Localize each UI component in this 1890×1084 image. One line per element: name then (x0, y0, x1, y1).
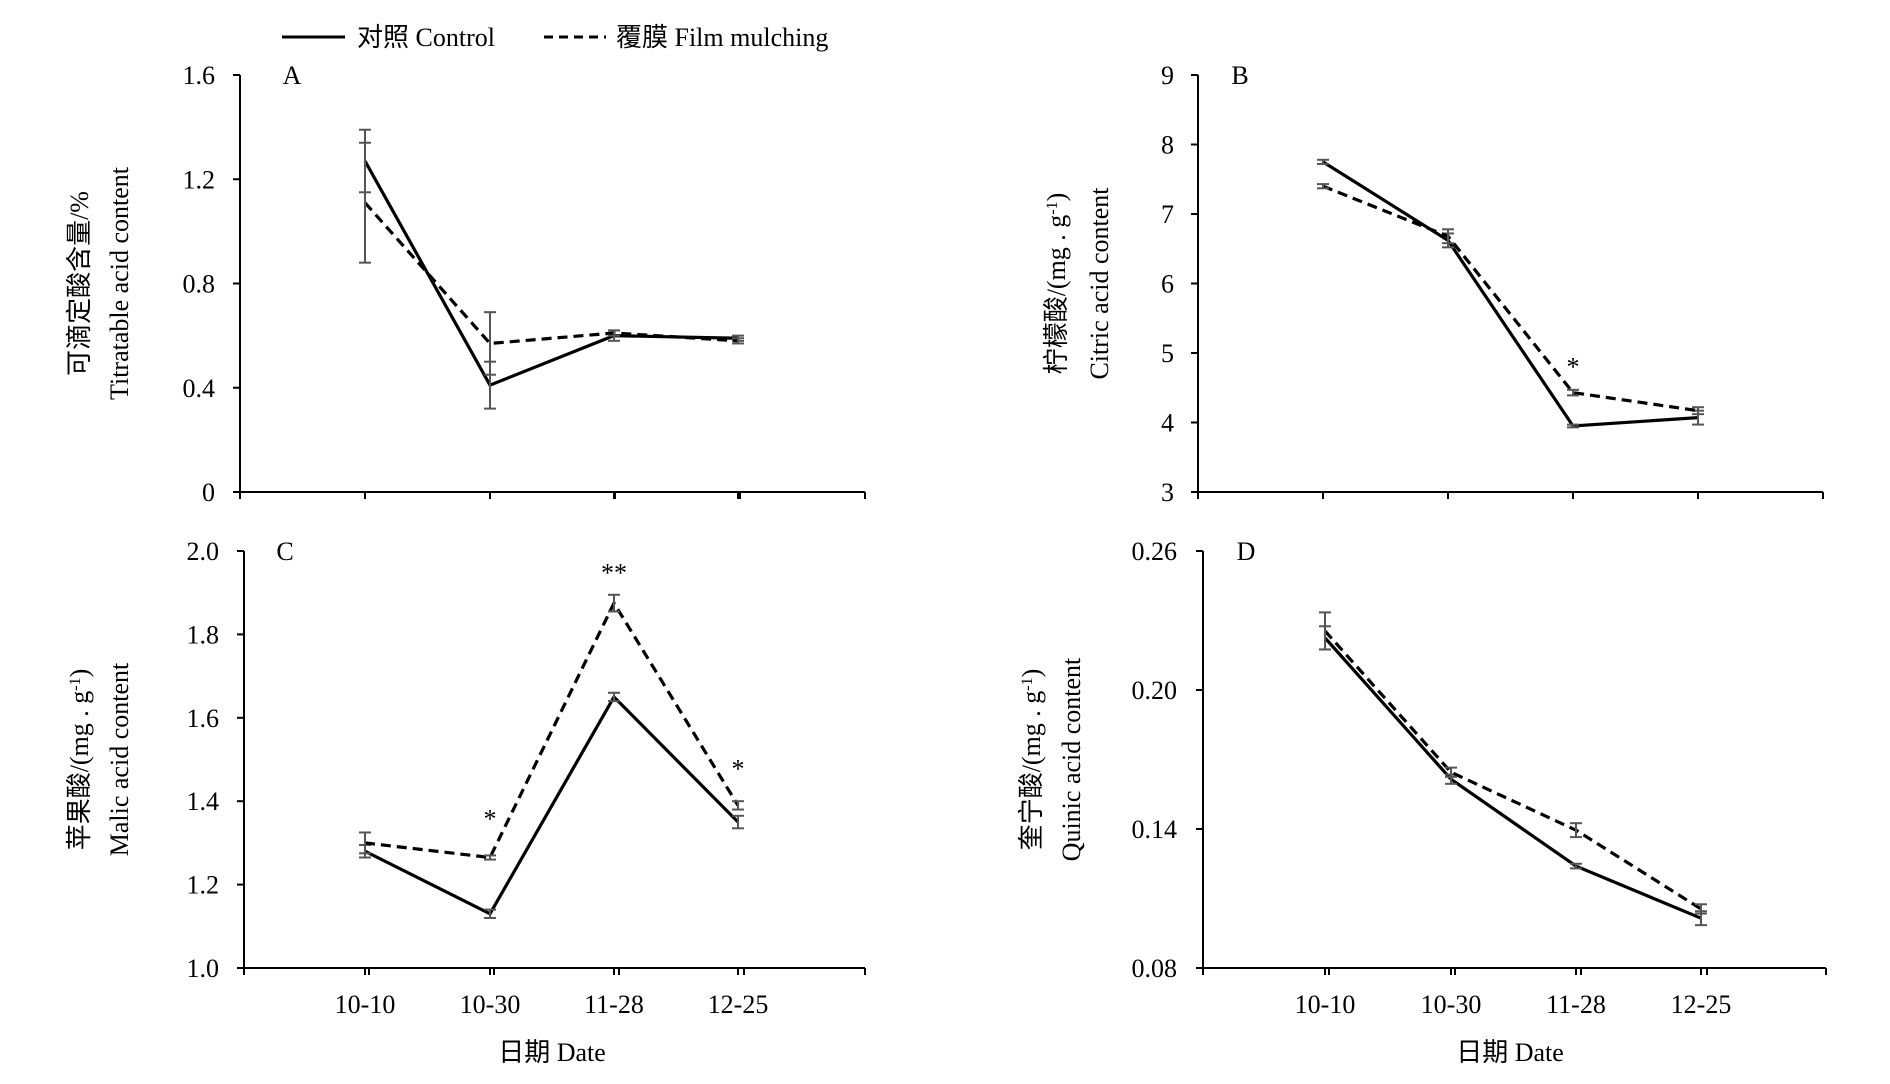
y-axis-title-superscript: -1 (1019, 677, 1036, 690)
x-tick-label: 10-10 (1295, 990, 1356, 1019)
y-axis-title-en: Quinic acid content (1057, 657, 1086, 861)
series-line-film-mulching (364, 599, 740, 860)
y-tick-label: 1.4 (187, 787, 220, 816)
series-line-film-mulching (363, 201, 739, 346)
y-axis-title-cn: 可滴定酸含量/% (65, 191, 94, 376)
x-tick-label: 10-10 (335, 990, 396, 1019)
x-axis-title-left: 日期 Date (498, 1038, 606, 1067)
y-axis-title-end: ) (1042, 193, 1071, 202)
y-tick-label: 0.20 (1132, 676, 1178, 705)
significance-marker: * (732, 755, 745, 784)
y-tick-label: 1.6 (183, 61, 216, 90)
y-tick-label: 0 (202, 478, 215, 507)
panel-label: C (276, 537, 293, 566)
series-line-control (1322, 160, 1699, 428)
y-tick-label: 4 (1161, 409, 1174, 438)
significance-marker: * (1567, 352, 1580, 381)
y-tick-label: 1.8 (187, 620, 220, 649)
y-axis-title-en: Citric acid content (1085, 187, 1114, 380)
y-axis-title-cn: 苹果酸/(mg . g-1) (65, 669, 94, 851)
significance-marker: * (484, 805, 497, 834)
panel-label: A (283, 61, 302, 90)
y-axis-title-cn: 柠檬酸/(mg . g-1) (1042, 193, 1071, 375)
y-tick-label: 8 (1161, 131, 1174, 160)
y-tick-label: 1.2 (187, 871, 220, 900)
y-tick-label: 7 (1161, 200, 1174, 229)
y-tick-label: 9 (1161, 61, 1174, 90)
legend-film-label: 覆膜 Film mulching (616, 23, 828, 52)
legend: 对照 Control 覆膜 Film mulching (282, 23, 828, 52)
y-axis-title-end: ) (1017, 669, 1046, 678)
panel-d: 0.08 0.14 0.20 0.26 10-10 10-30 11-28 12-25 D 奎宁酸… (1017, 537, 1827, 1019)
x-tick-label: 12-25 (1671, 990, 1732, 1019)
y-axis-title-end: ) (65, 669, 94, 678)
x-tick-label: 12-25 (708, 990, 769, 1019)
y-tick-label: 0.8 (183, 270, 216, 299)
panel-a: 0 0.4 0.8 1.2 1.6 A 可滴定酸含量/% Titratable acid co… (65, 61, 866, 507)
y-axis-title-superscript: -1 (67, 677, 84, 690)
panel-label: D (1237, 537, 1256, 566)
x-tick-label: 10-30 (1421, 990, 1482, 1019)
x-tick-label: 11-28 (584, 990, 644, 1019)
series-line-film-mulching (1322, 184, 1699, 413)
series-line-control (1323, 636, 1702, 920)
y-tick-label: 1.0 (187, 954, 220, 983)
series-line-control (363, 160, 739, 388)
y-tick-label: 1.6 (187, 704, 220, 733)
y-tick-label: 0.08 (1132, 954, 1178, 983)
y-tick-label: 0.4 (183, 374, 216, 403)
legend-control-label: 对照 Control (357, 23, 495, 52)
y-axis-title-en: Malic acid content (105, 662, 134, 856)
significance-marker: ** (601, 559, 627, 588)
x-axis-title-right: 日期 Date (1456, 1038, 1564, 1067)
y-tick-label: 1.2 (183, 165, 216, 194)
y-tick-label: 3 (1161, 478, 1174, 507)
x-tick-label: 11-28 (1546, 990, 1606, 1019)
y-axis-title-cn: 奎宁酸/(mg . g-1) (1017, 669, 1046, 851)
panel-b: 3 4 5 6 7 8 9 B 柠檬酸/(mg . g-1) Citric acid conten… (1042, 61, 1824, 507)
series-line-control (364, 694, 740, 916)
y-tick-label: 0.26 (1132, 537, 1178, 566)
y-tick-label: 0.14 (1132, 815, 1178, 844)
x-tick-label: 10-30 (460, 990, 521, 1019)
y-axis-title-en: Titratable acid content (105, 166, 134, 400)
y-axis-title-superscript: -1 (1044, 201, 1061, 214)
chart-panels: 0 0.4 0.8 1.2 1.6 A 可滴定酸含量/% Titratable acid co… (65, 61, 1827, 1019)
panel-label: B (1231, 61, 1248, 90)
panel-c: 1.0 1.2 1.4 1.6 1.8 2.0 10-10 10-30 11-28 12-25 C 苹… (65, 537, 866, 1019)
series-line-film-mulching (1323, 629, 1702, 911)
y-tick-label: 2.0 (187, 537, 220, 566)
y-tick-label: 6 (1161, 270, 1174, 299)
y-tick-label: 5 (1161, 339, 1174, 368)
